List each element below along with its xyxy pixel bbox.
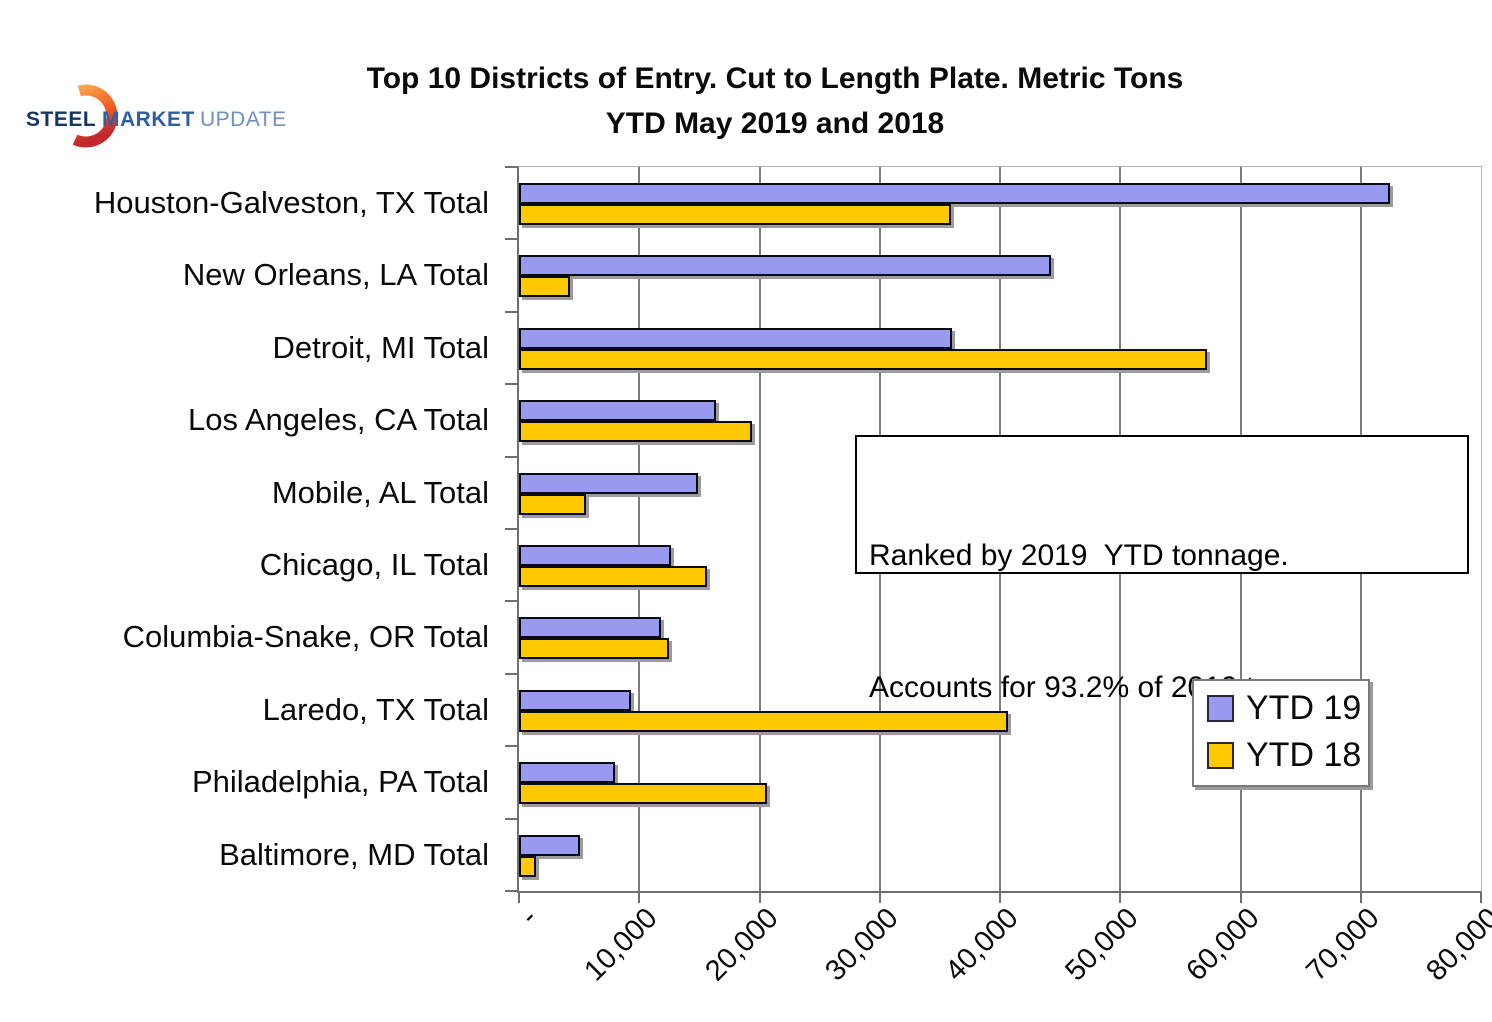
x-axis-label-50,000: 50,000: [1059, 902, 1145, 988]
logo-word-market: MARKET: [102, 108, 195, 131]
annotation-box: Ranked by 2019 YTD tonnage. Accounts for…: [855, 435, 1469, 704]
annotation-line1: Ranked by 2019 YTD tonnage.: [869, 539, 1289, 572]
y-axis-tick: [505, 455, 519, 458]
bar-ytd19-10: [519, 834, 581, 856]
bar-ytd19-4: [519, 400, 717, 422]
bar-ytd19-8: [519, 689, 631, 711]
bar-ytd18-8: [519, 710, 1009, 732]
legend-item-ytd19: YTD 19: [1207, 689, 1362, 728]
legend-swatch-ytd18: [1207, 742, 1234, 769]
bar-ytd18-9: [519, 783, 767, 805]
x-axis-label-10,000: 10,000: [578, 902, 664, 988]
chart-title-line2: YTD May 2019 and 2018: [605, 107, 945, 140]
logo-crescent-icon: [72, 84, 118, 148]
x-axis-tick: [758, 892, 761, 903]
chart-title: Top 10 Districts of Entry. Cut to Length…: [260, 56, 1290, 146]
x-axis-tick: [638, 892, 641, 903]
category-label: Philadelphia, PA Total: [191, 764, 489, 800]
y-axis-tick: [505, 310, 519, 313]
x-axis-tick: [878, 892, 881, 903]
bar-ytd19-3: [519, 327, 952, 349]
gridline-10,000: [638, 167, 641, 891]
y-axis-tick: [505, 166, 519, 168]
bar-ytd18-1: [519, 204, 951, 225]
x-axis-line-extension: [505, 890, 519, 892]
bar-ytd18-6: [519, 566, 707, 587]
y-axis-tick: [505, 528, 519, 530]
y-axis-tick: [505, 600, 519, 603]
plot-area: Ranked by 2019 YTD tonnage. Accounts for…: [517, 166, 1482, 893]
x-axis-tick: [1239, 892, 1242, 903]
y-axis-tick: [505, 817, 519, 820]
bar-ytd18-3: [519, 348, 1207, 370]
y-axis-tick: [505, 383, 519, 386]
logo-word-steel: STEEL: [26, 108, 96, 131]
bar-ytd19-9: [519, 762, 616, 784]
y-axis-category-labels: Houston-Galveston, TX Total New Orleans, …: [0, 167, 489, 891]
category-label: Laredo, TX Total: [262, 691, 489, 727]
legend-swatch-ytd19: [1207, 695, 1234, 722]
x-axis-tick: [1480, 892, 1482, 903]
steel-market-update-logo: STEEL MARKET UPDATE: [26, 84, 287, 148]
logo-word-update: UPDATE: [200, 108, 287, 131]
x-axis-tick: [1359, 892, 1362, 903]
x-axis-label-40,000: 40,000: [939, 902, 1025, 988]
bar-ytd19-2: [519, 255, 1051, 277]
bar-ytd19-6: [519, 545, 671, 566]
x-axis-label-70,000: 70,000: [1300, 902, 1386, 988]
category-label: New Orleans, LA Total: [182, 257, 489, 293]
category-label: Baltimore, MD Total: [219, 836, 489, 872]
category-label: Detroit, MI Total: [272, 329, 489, 365]
x-axis-label-20,000: 20,000: [698, 902, 785, 988]
chart-title-line1: Top 10 Districts of Entry. Cut to Length…: [366, 62, 1184, 95]
y-axis-tick: [505, 672, 519, 675]
bar-ytd18-4: [519, 421, 753, 443]
bar-ytd19-5: [519, 472, 699, 494]
bar-ytd19-1: [519, 183, 1390, 204]
y-axis-tick: [505, 745, 519, 748]
legend-item-ytd18: YTD 18: [1207, 736, 1362, 775]
x-axis-label-30,000: 30,000: [819, 902, 905, 988]
x-axis-tick: [518, 892, 520, 903]
x-axis-label-60,000: 60,000: [1179, 902, 1266, 988]
legend: YTD 19 YTD 18: [1192, 679, 1370, 787]
category-label: Mobile, AL Total: [271, 474, 489, 510]
x-axis-label-80,000: 80,000: [1420, 902, 1492, 988]
category-label: Los Angeles, CA Total: [187, 402, 489, 438]
bar-ytd18-10: [519, 855, 536, 877]
gridline-20,000: [758, 167, 761, 891]
x-axis-tick: [999, 892, 1001, 903]
legend-label-ytd18: YTD 18: [1246, 736, 1362, 774]
bar-ytd19-7: [519, 617, 661, 639]
x-axis-label-zero: -: [514, 902, 544, 932]
category-label: Houston-Galveston, TX Total: [93, 185, 489, 220]
bar-ytd18-5: [519, 493, 587, 515]
x-axis-tick: [1119, 892, 1122, 903]
y-axis-tick: [505, 238, 519, 241]
bar-ytd18-2: [519, 276, 570, 298]
bar-ytd18-7: [519, 638, 670, 660]
legend-label-ytd19: YTD 19: [1246, 689, 1362, 727]
category-label: Columbia-Snake, OR Total: [122, 619, 489, 655]
x-axis-ticks: [517, 892, 1483, 904]
category-label: Chicago, IL Total: [259, 547, 489, 582]
